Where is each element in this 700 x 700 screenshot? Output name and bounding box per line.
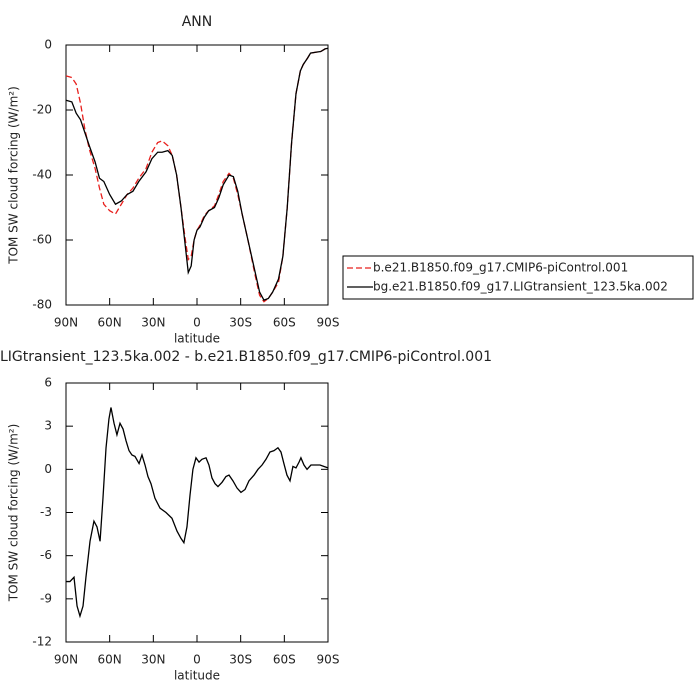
- x-tick-label: 90S: [317, 653, 340, 667]
- y-tick-label: -6: [40, 548, 52, 562]
- x-tick-label: 90S: [317, 316, 340, 330]
- y-tick-label: -20: [32, 103, 52, 117]
- x-axis-label: latitude: [174, 669, 220, 683]
- x-tick-label: 30N: [141, 316, 165, 330]
- legend-label: b.e21.B1850.f09_g17.CMIP6-piControl.001: [373, 261, 628, 275]
- x-tick-label: 60S: [273, 316, 296, 330]
- x-tick-label: 0: [193, 316, 201, 330]
- data-line: [65, 47, 329, 301]
- y-tick-label: 0: [44, 38, 52, 52]
- y-tick-label: -80: [32, 298, 52, 312]
- y-tick-label: -60: [32, 233, 52, 247]
- data-line: [65, 47, 329, 303]
- y-axis-label: TOM SW cloud forcing (W/m²): [7, 424, 21, 603]
- y-tick-label: 3: [44, 419, 52, 433]
- y-tick-label: 0: [44, 462, 52, 476]
- x-tick-label: 30S: [229, 316, 252, 330]
- chart-title: LIGtransient_123.5ka.002 - b.e21.B1850.f…: [0, 349, 492, 365]
- y-tick-label: -40: [32, 168, 52, 182]
- x-tick-label: 90N: [54, 316, 78, 330]
- x-tick-label: 0: [193, 653, 201, 667]
- plot-frame: [65, 382, 329, 643]
- x-tick-label: 30N: [141, 653, 165, 667]
- y-tick-label: -12: [32, 635, 52, 649]
- y-axis-label: TOM SW cloud forcing (W/m²): [7, 86, 21, 265]
- x-tick-label: 30S: [229, 653, 252, 667]
- y-tick-label: 6: [44, 376, 52, 390]
- legend-box: [342, 255, 694, 300]
- legend-label: bg.e21.B1850.f09_g17.LIGtransient_123.5k…: [373, 280, 668, 294]
- y-tick-label: -3: [40, 505, 52, 519]
- x-tick-label: 60N: [98, 653, 122, 667]
- x-tick-label: 60N: [98, 316, 122, 330]
- x-tick-label: 90N: [54, 653, 78, 667]
- y-tick-label: -9: [40, 591, 52, 605]
- chart-title: ANN: [182, 14, 213, 30]
- plot-frame: [65, 44, 329, 306]
- x-axis-label: latitude: [174, 332, 220, 346]
- x-tick-label: 60S: [273, 653, 296, 667]
- data-line: [66, 407, 329, 619]
